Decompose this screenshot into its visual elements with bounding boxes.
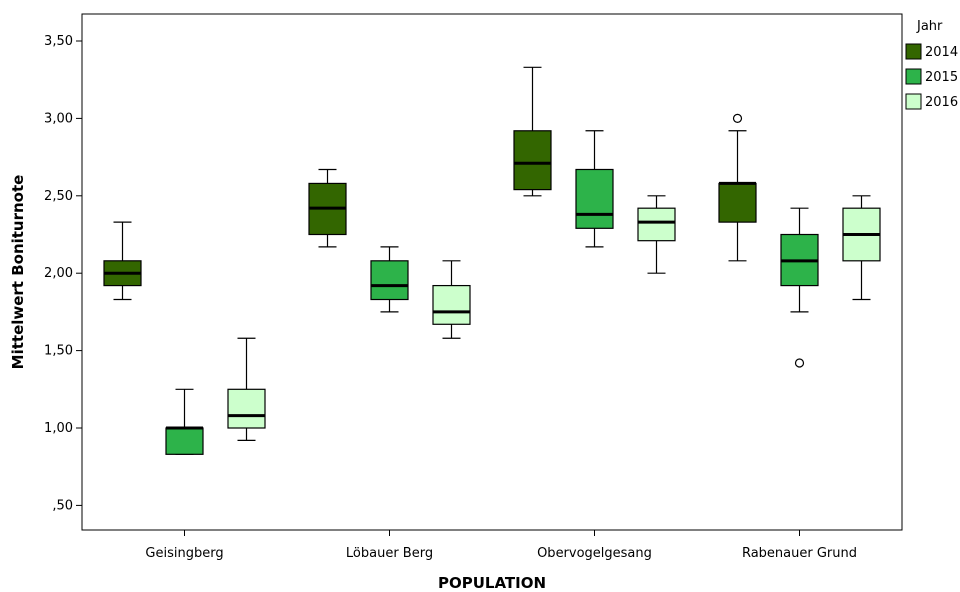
y-tick-label: 3,50 — [44, 34, 73, 49]
box-2016 — [637, 195, 676, 274]
y-tick-label: 1,00 — [44, 421, 73, 436]
legend-label: 2015 — [925, 70, 958, 85]
box-2015 — [165, 388, 204, 455]
x-tick-label: Löbauer Berg — [346, 546, 433, 561]
y-axis-title: Mittelwert Boniturnote — [9, 175, 27, 370]
legend-label: 2016 — [925, 95, 958, 110]
box-iqr — [165, 427, 204, 455]
box-2015 — [370, 246, 409, 313]
x-axis: Geisingberg Löbauer Berg Obervogelgesang Ra… — [145, 530, 857, 561]
plot-frame — [81, 13, 903, 531]
outlier-point — [794, 358, 805, 368]
box-2015 — [780, 207, 819, 368]
x-tick-label: Obervogelgesang — [537, 546, 652, 561]
box-iqr — [575, 168, 614, 229]
legend-label: 2014 — [925, 45, 958, 60]
x-tick-label: Geisingberg — [145, 546, 223, 561]
x-tick-label: Rabenauer Grund — [742, 546, 857, 561]
box-iqr — [513, 130, 552, 191]
box-2016 — [842, 195, 881, 301]
box-iqr — [637, 207, 676, 242]
box-2014 — [513, 66, 552, 197]
legend-swatch — [905, 43, 922, 60]
box-iqr — [718, 182, 757, 223]
box-2016 — [227, 337, 266, 441]
box-2015 — [575, 130, 614, 248]
y-tick-label: 3,00 — [44, 111, 73, 126]
box-iqr — [227, 388, 266, 429]
legend-swatch — [905, 93, 922, 110]
legend-swatch — [905, 68, 922, 85]
box-series — [103, 66, 881, 455]
y-tick-label: ,50 — [52, 498, 73, 513]
outlier-point — [732, 113, 743, 124]
x-axis-title: POPULATION — [438, 574, 546, 592]
legend: Jahr 2014 2015 2016 — [905, 19, 958, 110]
box-iqr — [432, 284, 471, 325]
box-iqr — [370, 260, 409, 301]
box-2014 — [308, 168, 347, 248]
y-tick-label: 2,50 — [44, 189, 73, 204]
box-2016 — [432, 260, 471, 339]
box-2014 — [103, 221, 142, 301]
legend-title: Jahr — [916, 19, 943, 34]
y-tick-label: 1,50 — [44, 344, 73, 359]
box-2014 — [718, 113, 757, 262]
y-axis: ,50 1,00 1,50 2,00 2,50 3,00 3,50 — [44, 34, 82, 513]
y-tick-label: 2,00 — [44, 266, 73, 281]
